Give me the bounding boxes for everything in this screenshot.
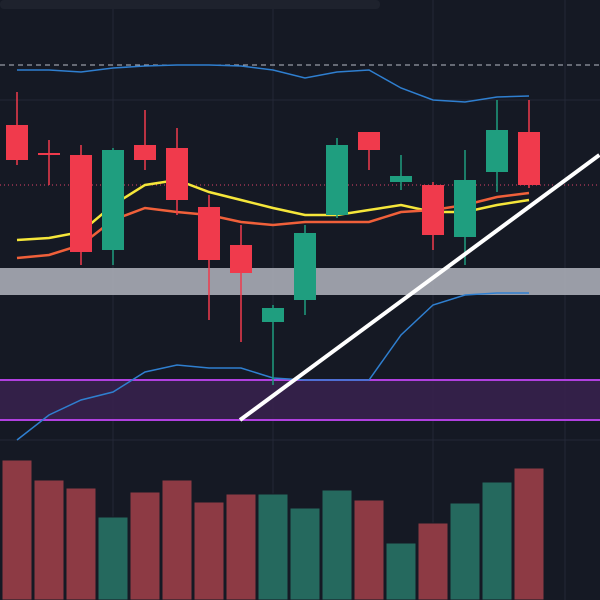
popup-edge [0, 0, 380, 9]
candle-body [518, 132, 540, 185]
candle-body [134, 145, 156, 160]
candle-body [326, 145, 348, 215]
candle-body [294, 233, 316, 300]
candle-body [486, 130, 508, 172]
candle-body [166, 148, 188, 200]
volume-bar [481, 481, 513, 600]
candle-body [358, 132, 380, 150]
volume-bar [417, 522, 449, 600]
volume-bar [353, 499, 385, 600]
candle-body [198, 207, 220, 260]
candle-body [38, 153, 60, 155]
volume-bar [513, 467, 545, 600]
candle-body [6, 125, 28, 160]
volume-bar [33, 479, 65, 600]
zone [0, 380, 600, 420]
candle-body [390, 176, 412, 182]
volume-bar [257, 493, 289, 600]
volume-bar [193, 501, 225, 600]
candle-body [102, 150, 124, 250]
candle-body [422, 185, 444, 235]
volume-bar [385, 542, 417, 600]
volume-bar [225, 493, 257, 600]
volume-bar [65, 487, 97, 600]
volume-bar [97, 516, 129, 600]
candle-body [454, 180, 476, 237]
trend-line [238, 153, 600, 422]
volume-bar [449, 502, 481, 600]
volume-bar [161, 479, 193, 600]
candle-body [230, 245, 252, 273]
candle-body [262, 308, 284, 322]
volume-bar [321, 489, 353, 600]
indicator-line [17, 64, 530, 103]
candle-body [70, 155, 92, 252]
volume-bar [129, 491, 161, 600]
volume-bar [289, 507, 321, 600]
volume-bar [1, 459, 33, 600]
